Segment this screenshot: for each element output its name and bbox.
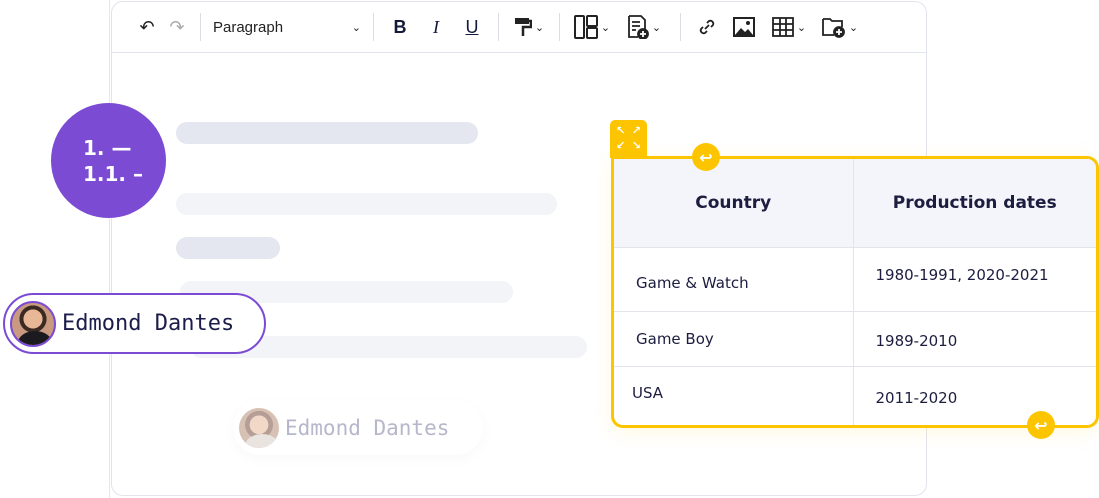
- header-country[interactable]: Country: [614, 159, 854, 248]
- bold-button[interactable]: B: [393, 16, 407, 37]
- divider: [559, 13, 560, 41]
- redo-button[interactable]: ↷: [169, 16, 185, 38]
- divider: [680, 13, 681, 41]
- table-row: Game & Watch 1980-1991, 2020-2021: [614, 247, 1096, 312]
- skeleton-line: [176, 122, 478, 144]
- layout-icon: [573, 15, 598, 39]
- folder-add-icon: [821, 18, 845, 38]
- divider: [498, 13, 499, 41]
- avatar: [239, 407, 279, 448]
- italic-button[interactable]: I: [433, 16, 439, 37]
- skeleton-line: [180, 281, 513, 303]
- skeleton-line: [190, 336, 587, 358]
- insert-file-button[interactable]: ⌄: [815, 12, 865, 42]
- header-production-dates[interactable]: Production dates: [853, 159, 1096, 248]
- table-cell[interactable]: 2011-2020: [875, 388, 958, 407]
- expand-icon: ↗: [631, 124, 641, 137]
- skeleton-line: [176, 237, 280, 259]
- layout-button[interactable]: ⌄: [568, 12, 616, 42]
- table-cell[interactable]: Game & Watch: [614, 247, 854, 312]
- selected-table[interactable]: Country Production dates Game & Watch 19…: [611, 156, 1099, 428]
- expand-icon: ↙: [616, 139, 626, 152]
- numbered-list-badge: 1. — 1.1. –: [51, 103, 166, 218]
- toolbar: ↶ ↷ Paragraph ⌄ B I U ⌄ ⌄ ⌄ ⌄ ⌄: [112, 2, 926, 53]
- chevron-down-icon: ⌄: [534, 20, 545, 34]
- table-row: USA 2011-2020: [614, 366, 1096, 425]
- avatar: [10, 300, 56, 347]
- image-icon: [733, 17, 755, 37]
- user-mention-chip-faded: Edmond Dantes: [233, 400, 483, 455]
- underline-button[interactable]: U: [465, 16, 479, 37]
- link-icon: [699, 19, 715, 35]
- expand-icon: ↘: [631, 139, 641, 152]
- skeleton-line: [176, 193, 557, 215]
- chevron-down-icon: ⌄: [351, 21, 361, 34]
- table-button[interactable]: ⌄: [763, 12, 815, 42]
- table-icon: [771, 17, 794, 37]
- insert-row-after-icon[interactable]: ↩: [1027, 411, 1055, 439]
- table-header-row: Country Production dates: [614, 159, 1096, 248]
- table-row: Game Boy 1989-2010: [614, 311, 1096, 367]
- chevron-down-icon: ⌄: [848, 20, 859, 34]
- table-resize-handle[interactable]: ↖ ↗ ↙ ↘: [610, 120, 647, 158]
- chevron-down-icon: ⌄: [600, 20, 611, 34]
- document-add-icon: [627, 15, 649, 39]
- table-cell[interactable]: 1980-1991, 2020-2021: [853, 247, 1096, 312]
- mention-name: Edmond Dantes: [62, 311, 235, 336]
- table-cell[interactable]: Game Boy: [614, 311, 854, 367]
- link-button[interactable]: [689, 12, 725, 42]
- chevron-down-icon: ⌄: [651, 20, 662, 34]
- paragraph-style-select[interactable]: Paragraph ⌄: [209, 12, 365, 42]
- list-level-1: 1. —: [83, 135, 132, 160]
- paint-roller-icon: [514, 18, 532, 36]
- list-level-2: 1.1. –: [83, 161, 143, 186]
- format-painter-button[interactable]: ⌄: [507, 12, 551, 42]
- guide-line: [109, 0, 110, 498]
- image-button[interactable]: [725, 12, 763, 42]
- insert-row-before-icon[interactable]: ↩: [692, 143, 720, 171]
- divider: [373, 13, 374, 41]
- expand-icon: ↖: [616, 124, 626, 137]
- divider: [200, 13, 201, 41]
- mention-name: Edmond Dantes: [285, 415, 450, 440]
- table-cell[interactable]: USA: [614, 366, 854, 425]
- chevron-down-icon: ⌄: [796, 20, 807, 34]
- data-table: Country Production dates Game & Watch 19…: [614, 159, 1096, 425]
- user-mention-chip[interactable]: Edmond Dantes: [3, 293, 266, 354]
- insert-template-button[interactable]: ⌄: [616, 12, 672, 42]
- table-cell[interactable]: 1989-2010: [853, 311, 1096, 367]
- undo-button[interactable]: ↶: [139, 16, 155, 38]
- paragraph-style-value: Paragraph: [213, 18, 284, 36]
